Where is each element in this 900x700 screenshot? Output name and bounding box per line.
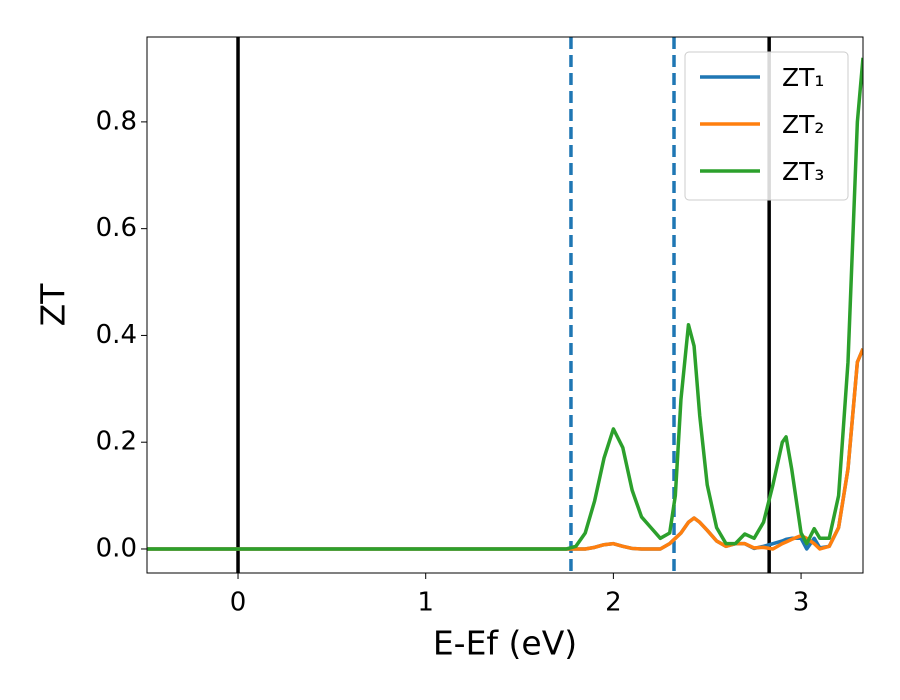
y-axis-label: ZT <box>34 283 73 327</box>
y-tick-label: 0.0 <box>96 533 137 563</box>
series-line <box>147 57 863 551</box>
series-line <box>147 348 863 551</box>
legend-label: ZT₁ <box>782 63 824 92</box>
x-tick-label: 0 <box>230 588 247 618</box>
x-tick-label: 1 <box>417 588 434 618</box>
y-tick-label: 0.6 <box>96 213 137 243</box>
x-tick-label: 3 <box>793 588 810 618</box>
y-tick-label: 0.2 <box>96 427 137 457</box>
x-axis-label: E-Ef (eV) <box>433 624 577 663</box>
legend-label: ZT₃ <box>782 157 824 186</box>
y-tick-label: 0.4 <box>96 320 137 350</box>
legend-box <box>684 51 849 201</box>
plot-frame <box>146 36 864 574</box>
x-tick-label: 2 <box>605 588 622 618</box>
legend-label: ZT₂ <box>782 110 824 139</box>
y-tick-label: 0.8 <box>96 106 137 136</box>
series-line <box>147 348 863 551</box>
